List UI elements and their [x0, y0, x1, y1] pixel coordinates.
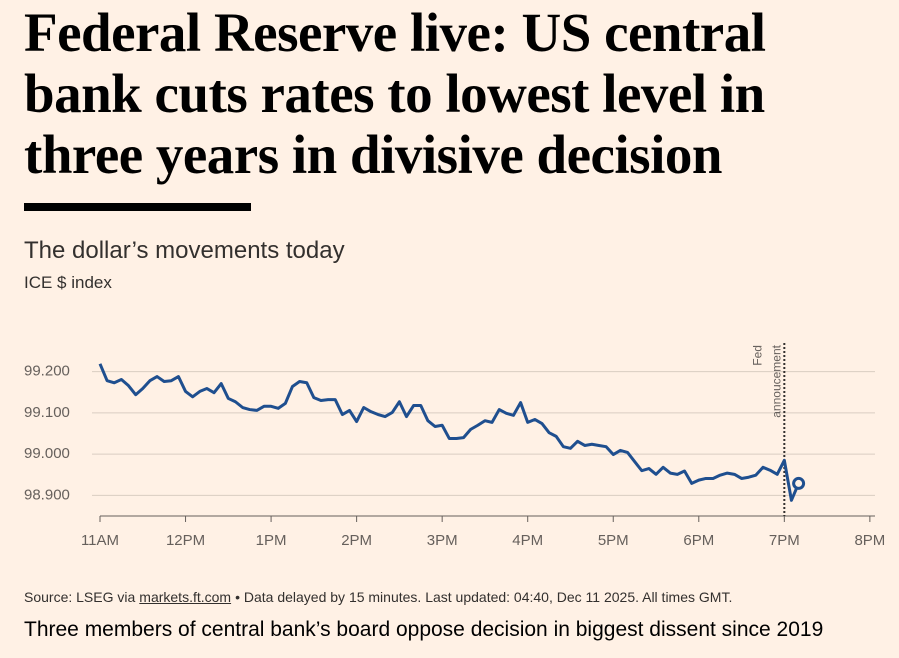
x-tick-label: 3PM: [427, 532, 458, 549]
x-tick-label: 7PM: [769, 532, 800, 549]
y-tick-label: 99.100: [24, 404, 70, 421]
x-tick-label: 2PM: [341, 532, 372, 549]
y-tick-label: 98.900: [24, 486, 70, 503]
divider-bar: [24, 203, 251, 211]
chart: 99.200 99.100 99.000 98.900 11AM 12PM 1PM 2PM 3P…: [24, 343, 885, 549]
x-tick-label: 8PM: [854, 532, 885, 549]
source-suffix: • Data delayed by 15 minutes. Last updat…: [235, 589, 733, 605]
source-link[interactable]: markets.ft.com: [139, 589, 232, 605]
headline-line: three years in divisive decision: [24, 124, 722, 185]
x-tick-label: 6PM: [683, 532, 714, 549]
headline-line: Federal Reserve live: US central: [24, 2, 766, 63]
x-tick-label: 4PM: [512, 532, 543, 549]
x-tick-label: 5PM: [598, 532, 629, 549]
source-prefix: Source: LSEG via: [24, 589, 136, 605]
y-tick-label: 99.200: [24, 363, 70, 380]
end-marker: [792, 476, 806, 490]
annotation-text: Fed: [750, 345, 764, 366]
y-tick-label: 99.000: [24, 445, 70, 462]
caption: Three members of central bank’s board op…: [24, 618, 824, 641]
source: Source: LSEG via markets.ft.com • Data del…: [24, 589, 732, 605]
x-tick-label: 11AM: [81, 532, 119, 549]
x-tick-label: 1PM: [256, 532, 287, 549]
line-series: [98, 363, 800, 502]
chart-title: The dollar’s movements today: [24, 237, 345, 264]
x-tick-label: 12PM: [166, 532, 205, 549]
chart-subtitle: ICE $ index: [24, 273, 112, 292]
headline-line: bank cuts rates to lowest level in: [24, 63, 765, 124]
annotation-text: annoucement: [769, 344, 783, 417]
headline: Federal Reserve live: US central bank cu…: [24, 2, 766, 185]
